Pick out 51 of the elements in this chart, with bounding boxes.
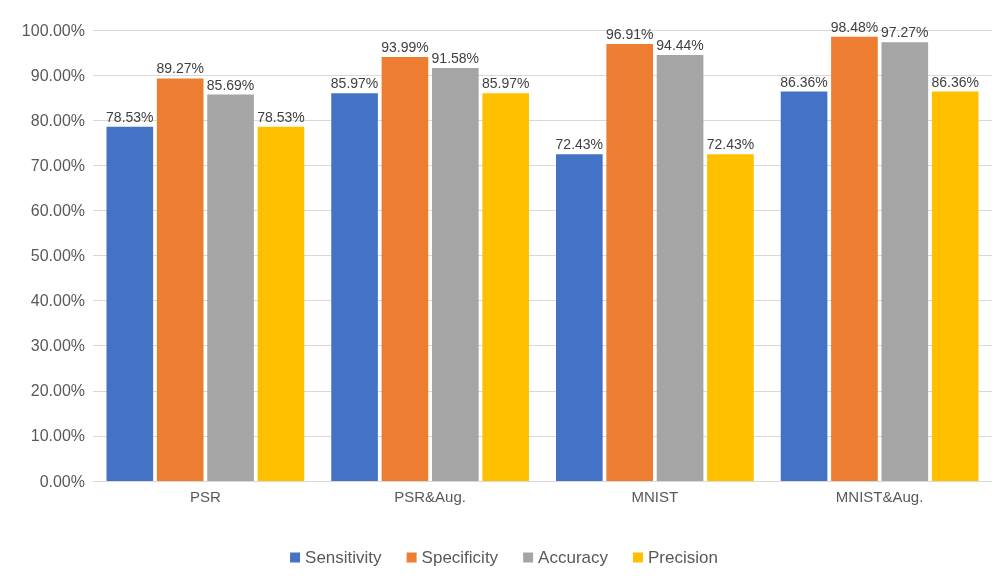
data-label: 85.97%: [481, 75, 530, 92]
bar: [381, 57, 429, 481]
bar: [207, 94, 254, 481]
data-label: 86.36%: [780, 73, 828, 90]
data-label: 85.97%: [330, 75, 379, 92]
bar: [331, 93, 378, 481]
y-tick-label: 90.00%: [30, 66, 85, 84]
bar: [156, 78, 204, 481]
bar: [106, 126, 154, 481]
bar: [881, 42, 929, 481]
data-label: 94.44%: [656, 37, 704, 54]
y-tick-label: 0.00%: [39, 472, 85, 490]
data-label: 86.36%: [931, 73, 979, 90]
y-tick-label: 10.00%: [30, 427, 85, 445]
data-label: 91.58%: [431, 49, 480, 66]
data-label: 97.27%: [881, 24, 929, 41]
data-label: 85.69%: [206, 76, 255, 93]
y-tick-label: 60.00%: [30, 201, 85, 219]
x-tick-label: PSR&Aug.: [394, 488, 466, 505]
x-tick-label: PSR: [189, 488, 221, 505]
y-tick-label: 30.00%: [30, 337, 85, 355]
bar: [707, 154, 754, 481]
y-tick-label: 70.00%: [30, 156, 85, 174]
data-label: 72.43%: [706, 136, 755, 153]
bar: [555, 154, 603, 481]
y-tick-label: 100.00%: [21, 21, 85, 39]
bar: [606, 43, 654, 481]
data-label: 98.48%: [830, 18, 879, 35]
bar: [431, 67, 479, 481]
data-label: 96.91%: [605, 25, 654, 42]
x-tick-label: MNIST: [631, 488, 679, 505]
bar: [780, 91, 828, 481]
bar: [482, 93, 530, 481]
data-label: 93.99%: [381, 39, 429, 56]
y-tick-label: 80.00%: [30, 111, 85, 129]
bar: [656, 55, 704, 481]
bar: [931, 91, 979, 481]
bar: [831, 36, 878, 481]
data-label: 72.43%: [555, 136, 604, 153]
data-label: 78.53%: [257, 108, 305, 125]
x-tick-label: MNIST&Aug.: [835, 488, 924, 505]
legend-label: Precision: [648, 548, 718, 567]
bar: [257, 126, 305, 481]
data-label: 89.27%: [156, 60, 204, 77]
data-label: 78.53%: [106, 108, 154, 125]
y-tick-label: 20.00%: [30, 382, 85, 400]
y-tick-label: 50.00%: [30, 247, 85, 264]
legend-label: Accuracy: [538, 548, 609, 567]
y-tick-label: 40.00%: [30, 292, 85, 310]
legend-label: Sensitivity: [305, 548, 383, 567]
legend-label: Specificity: [421, 548, 499, 567]
